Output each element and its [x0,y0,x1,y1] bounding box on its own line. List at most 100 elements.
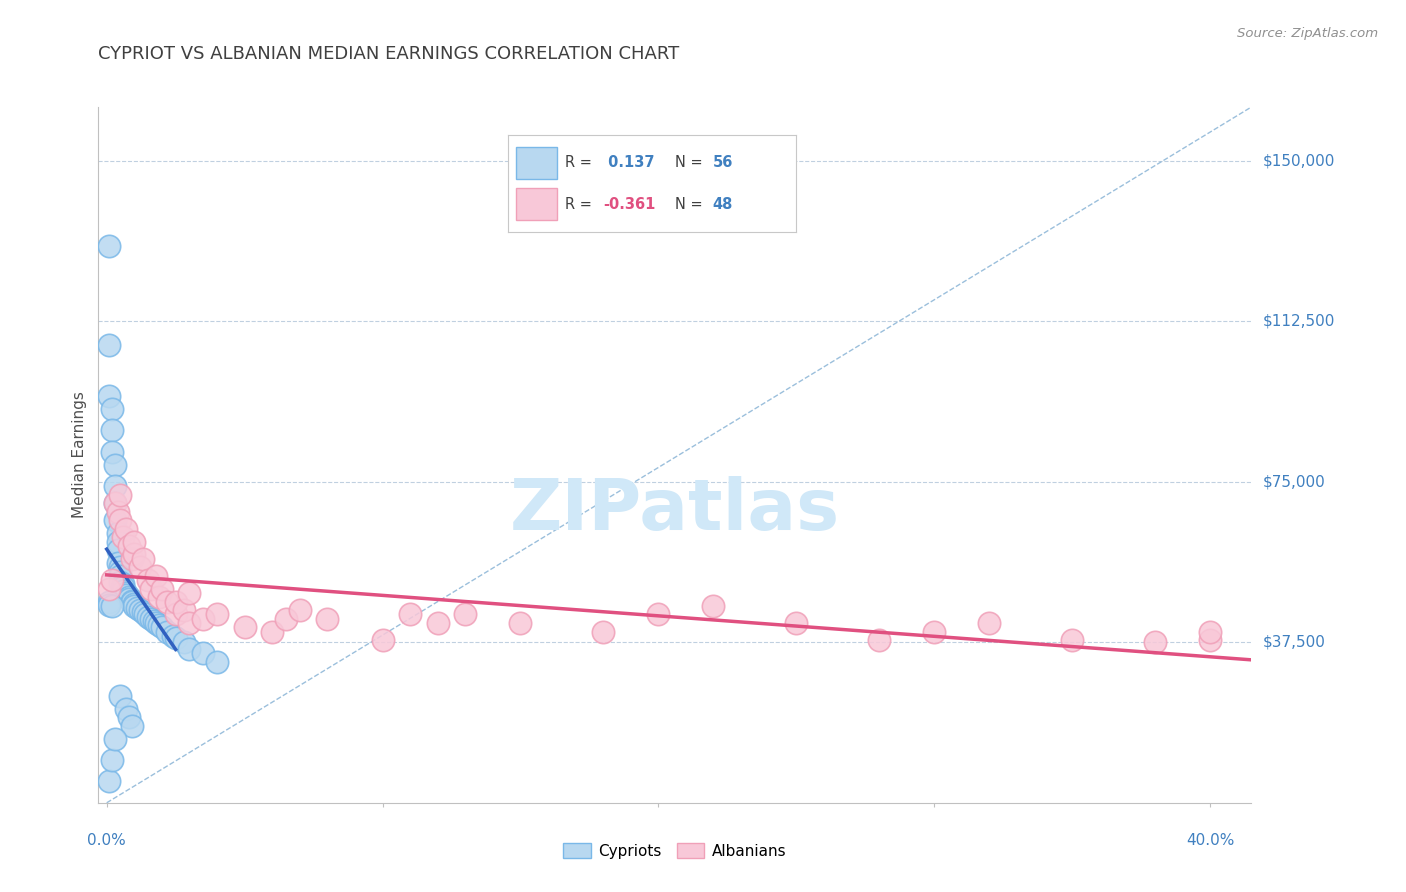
Point [173,603,195,617]
Point [124,599,146,613]
Point [104,479,127,493]
Point [98,337,121,351]
Point [110,569,132,583]
Point [1199,624,1222,639]
Y-axis label: Median Earnings: Median Earnings [72,392,87,518]
Text: Source: ZipAtlas.com: Source: ZipAtlas.com [1237,27,1378,40]
Point [112,583,135,598]
Point [112,530,135,544]
Legend: Cypriots, Albanians: Cypriots, Albanians [557,837,793,864]
Point [128,560,150,574]
Point [125,601,148,615]
Point [179,641,201,656]
Point [104,496,127,510]
Point [509,615,531,630]
Point [107,526,129,541]
Point [142,614,165,628]
Point [98,598,121,612]
Point [179,586,201,600]
Point [134,607,156,622]
Text: $112,500: $112,500 [1263,314,1334,328]
Point [150,620,173,634]
Text: 56: 56 [713,155,733,170]
Text: ZIPatlas: ZIPatlas [510,476,839,545]
Text: $75,000: $75,000 [1263,475,1326,489]
Point [592,624,614,639]
Point [136,573,159,587]
Text: 0.137: 0.137 [603,155,654,170]
Point [193,646,215,660]
Point [98,239,121,253]
Point [139,582,162,596]
Point [179,615,201,630]
Point [112,580,135,594]
Point [1199,633,1222,648]
Point [165,607,187,622]
Point [1143,635,1166,649]
Point [110,575,132,590]
Point [104,496,127,510]
Text: 40.0%: 40.0% [1185,833,1234,848]
Point [156,594,179,608]
Point [115,588,138,602]
Point [121,551,143,566]
Point [118,591,141,605]
Point [316,612,339,626]
Point [115,586,138,600]
Point [148,618,170,632]
Point [115,701,138,715]
Point [98,774,121,789]
Point [118,592,141,607]
Point [110,560,132,574]
Point [145,615,167,630]
Point [647,607,669,622]
Point [156,624,179,639]
Point [110,487,132,501]
Point [785,615,807,630]
Point [173,635,195,649]
Text: $37,500: $37,500 [1263,635,1326,649]
Point [101,753,124,767]
Point [98,595,121,609]
Point [121,594,143,608]
Point [101,444,124,458]
Bar [516,188,557,220]
Point [205,607,228,622]
Point [101,599,124,613]
Point [121,593,143,607]
Text: CYPRIOT VS ALBANIAN MEDIAN EARNINGS CORRELATION CHART: CYPRIOT VS ALBANIAN MEDIAN EARNINGS CORR… [98,45,679,62]
Point [118,710,141,724]
Point [121,719,143,733]
Point [274,612,297,626]
Point [139,612,162,626]
Point [165,594,187,608]
Point [101,401,124,416]
Text: 48: 48 [713,197,733,211]
Point [112,577,135,591]
Text: $150,000: $150,000 [1263,153,1334,168]
Point [124,597,146,611]
Point [110,689,132,703]
Point [165,631,187,645]
Point [107,505,129,519]
Point [262,624,284,639]
Point [107,543,129,558]
Point [107,556,129,570]
Point [124,534,146,549]
Point [104,731,127,746]
Point [110,513,132,527]
Point [101,423,124,437]
Point [104,458,127,472]
Text: N =: N = [675,155,707,170]
Point [162,629,184,643]
Point [922,624,945,639]
Point [702,599,724,613]
Point [98,389,121,403]
Text: R =: R = [565,197,598,211]
Point [288,603,311,617]
Point [1060,633,1083,648]
Point [124,548,146,562]
Point [205,655,228,669]
Point [110,565,132,579]
Text: N =: N = [675,197,707,211]
